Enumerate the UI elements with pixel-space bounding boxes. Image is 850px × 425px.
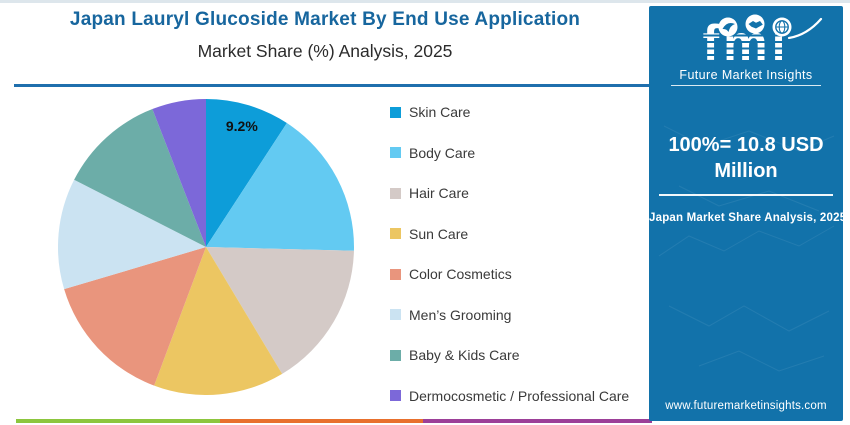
legend-label: Skin Care bbox=[409, 104, 471, 120]
footer-stripe-segment bbox=[16, 419, 220, 423]
logo-tagline: Future Market Insights bbox=[679, 68, 813, 82]
logo-underline bbox=[671, 85, 821, 86]
pie-chart: 9.2% bbox=[58, 99, 354, 395]
legend-label: Hair Care bbox=[409, 185, 469, 201]
dove-icon bbox=[718, 17, 738, 37]
footer-stripe-segment bbox=[219, 419, 424, 423]
legend-item-men-s-grooming: Men’s Grooming bbox=[390, 304, 645, 326]
page-title: Japan Lauryl Glucoside Market By End Use… bbox=[69, 9, 581, 30]
pie-slice-men-s-grooming bbox=[58, 179, 206, 290]
legend-swatch bbox=[390, 147, 401, 158]
legend-label: Body Care bbox=[409, 144, 476, 161]
top-edge-strip bbox=[0, 0, 850, 3]
brand-sidebar: fmi Future Market Insights 100%= 10.8 US… bbox=[649, 6, 843, 421]
legend-item-hair-care: Hair Care bbox=[390, 182, 645, 204]
pie-slice-color-cosmetics bbox=[64, 247, 206, 386]
market-size-headline: 100%= 10.8 USD Million bbox=[668, 134, 824, 182]
pie-slice-sun-care bbox=[154, 247, 283, 395]
pie-slice-hair-care bbox=[206, 247, 354, 374]
legend-swatch bbox=[390, 390, 401, 401]
pie-slice-baby-kids-care bbox=[74, 109, 206, 247]
sidebar-map-texture bbox=[658, 125, 835, 372]
footer-stripe bbox=[16, 419, 652, 423]
legend-swatch bbox=[390, 106, 401, 118]
legend-label: Dermocosmetic / Professional Care bbox=[409, 387, 630, 404]
chart-area: Japan Lauryl Glucoside Market By End Use… bbox=[14, 9, 652, 425]
website-link[interactable]: www.futuremarketinsights.com bbox=[665, 400, 827, 412]
footer-stripe-segment bbox=[423, 419, 652, 423]
logo-swoosh bbox=[787, 17, 823, 39]
pie-slice-skin-care bbox=[206, 99, 287, 247]
legend-item-skin-care: Skin Care bbox=[390, 101, 645, 123]
legend-swatch bbox=[390, 228, 401, 239]
globe-icon bbox=[772, 17, 792, 37]
legend-item-color-cosmetics: Color Cosmetics bbox=[390, 263, 645, 285]
legend-item-body-care: Body Care bbox=[390, 142, 645, 164]
legend-swatch bbox=[390, 268, 401, 280]
sidebar-caption: Japan Market Share Analysis, 2025 bbox=[649, 212, 843, 224]
legend-swatch bbox=[390, 187, 401, 199]
legend-item-dermocosmetic-professional-care: Dermocosmetic / Professional Care bbox=[390, 385, 645, 407]
sidebar-divider bbox=[659, 194, 833, 196]
legend-label: Men’s Grooming bbox=[409, 306, 512, 323]
legend-swatch bbox=[390, 309, 401, 320]
pie-data-label: 9.2% bbox=[225, 118, 258, 135]
logo-icons bbox=[718, 14, 823, 39]
title-divider bbox=[14, 84, 650, 87]
page-subtitle: Market Share (%) Analysis, 2025 bbox=[197, 41, 453, 61]
handshake-icon bbox=[745, 14, 765, 34]
pie-slice-body-care bbox=[206, 123, 354, 251]
legend-swatch bbox=[390, 349, 401, 361]
legend-label: Color Cosmetics bbox=[409, 266, 512, 282]
legend-item-sun-care: Sun Care bbox=[390, 223, 645, 245]
legend-label: Sun Care bbox=[409, 225, 469, 242]
chart-legend: Skin Care Body Care Hair Care Sun Care Color… bbox=[390, 101, 645, 425]
pie-svg bbox=[58, 99, 354, 395]
pie-slice-dermocosmetic-professional-care bbox=[152, 99, 206, 247]
legend-item-baby-kids-care: Baby & Kids Care bbox=[390, 344, 645, 366]
legend-label: Baby & Kids Care bbox=[409, 347, 520, 363]
